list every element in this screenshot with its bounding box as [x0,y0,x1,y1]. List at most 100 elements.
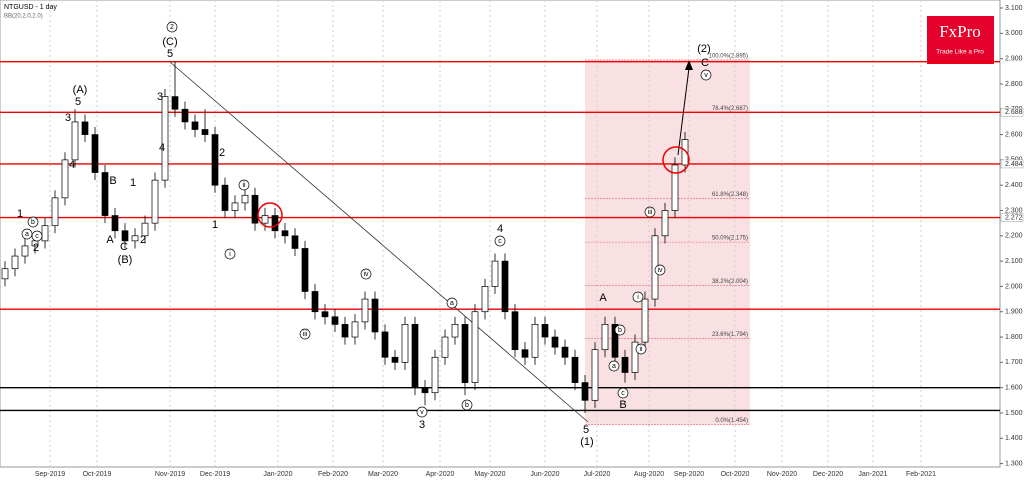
candle-body [171,96,179,110]
candle-body [101,172,109,216]
candle-body [361,298,369,323]
candle-body [511,311,519,351]
candle-body [631,341,639,373]
wave-label: C [701,57,709,69]
wave-circle [614,324,626,336]
price-tag-box [1000,213,1024,222]
wave-label: (C) [162,36,177,48]
candle-body [131,235,139,242]
y-tick-label: 2.800 [1005,81,1023,88]
brand-box [927,16,994,64]
wave-label: ii [242,182,246,189]
candle-body [91,134,99,173]
wave-label: 2 [219,147,225,159]
wave-label: (1) [580,436,593,448]
candle-body [391,356,399,363]
wave-label: 1 [130,177,136,189]
wave-circle [224,248,236,260]
y-tick-label: 1.900 [1005,309,1023,316]
candle-body [371,298,379,333]
candle-body [331,316,339,325]
y-tick-label: 2.100 [1005,258,1023,265]
wave-circle [494,235,506,247]
wave-label: (2) [697,43,710,55]
y-tick-label: 2.000 [1005,283,1023,290]
wave-label: c [498,238,502,245]
y-tick-label: 1.300 [1005,460,1023,467]
wave-label: iv [363,271,369,278]
candle-body [51,197,59,227]
candle-body [211,134,219,186]
wave-circle [27,216,39,228]
y-tick-label: 2.200 [1005,233,1023,240]
fib-label: 38.2%(2.004) [712,279,748,285]
wave-circle [461,399,473,411]
wave-label: 1 [17,208,23,220]
price-tag-box [1000,108,1024,117]
candle-body [121,230,129,242]
candle-body [1,268,9,280]
candle-body [661,210,669,237]
y-tick-label: 1.800 [1005,334,1023,341]
wave-label: iii [648,209,653,216]
x-tick-label: Oct-2019 [83,471,112,478]
y-tick-label: 2.900 [1005,55,1023,62]
candle-body [311,291,319,313]
wave-circle [416,406,428,418]
wave-label: (B) [118,254,133,266]
wave-label: 2 [170,24,174,31]
wave-label: a [612,363,616,370]
wave-circle [608,360,620,372]
wave-label: iv [657,267,663,274]
wave-circle [644,206,656,218]
wave-circle [635,343,647,355]
x-tick-label: Apr-2020 [426,471,455,478]
candle-body [141,222,149,237]
trend-line [169,61,589,423]
wave-circle [31,230,43,242]
fib-label: 61.8%(2.348) [712,192,748,198]
wave-label: c [35,233,39,240]
wave-circle [446,297,458,309]
wave-label: v [704,72,708,79]
x-tick-label: Oct-2020 [721,471,750,478]
wave-label: i [229,251,231,258]
candle-body [61,159,69,199]
candle-body [301,248,309,292]
x-tick-label: Sep-2019 [35,471,65,478]
fib-label: 100.0%(2.895) [709,53,748,59]
wave-label: 5 [167,48,173,60]
wave-label: 2 [33,242,39,254]
wave-label: 1 [212,219,218,231]
wave-label: b [31,219,35,226]
candle-body [521,349,529,358]
price-tag: 2.272 [1005,214,1023,221]
wave-circle [21,228,33,240]
candle-body [421,387,429,394]
wave-circle [299,328,311,340]
candle-body [41,225,49,242]
wave-label: iii [303,331,308,338]
candle-body [571,356,579,383]
x-tick-label: Feb-2021 [906,471,936,478]
candle-body [611,324,619,358]
y-tick-label: 2.400 [1005,182,1023,189]
candle-body [401,324,409,363]
y-tick-label: 1.400 [1005,435,1023,442]
x-tick-label: Dec-2020 [813,471,843,478]
y-tick-label: 3.000 [1005,30,1023,37]
wave-label: v [420,409,424,416]
x-tick-label: Sep-2020 [674,471,704,478]
x-tick-label: Mar-2020 [368,471,398,478]
wave-label: A [599,292,607,304]
candle-body [471,311,479,383]
wave-label: 3 [65,112,71,124]
candle-body [241,194,249,204]
candle-body [221,184,229,211]
candle-body [231,202,239,211]
candle-body [191,121,199,130]
candle-body [681,139,689,166]
candle-body [81,121,89,135]
projection [677,67,690,156]
candle-body [251,194,259,224]
